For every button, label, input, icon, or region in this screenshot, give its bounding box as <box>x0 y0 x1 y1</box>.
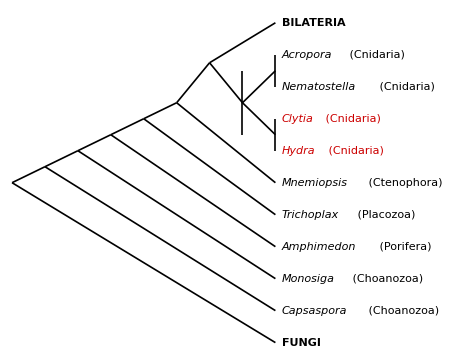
Text: BILATERIA: BILATERIA <box>282 18 346 28</box>
Text: Mnemiopsis: Mnemiopsis <box>282 178 348 188</box>
Text: Amphimedon: Amphimedon <box>282 242 356 252</box>
Text: (Cnidaria): (Cnidaria) <box>346 50 405 60</box>
Text: (Cnidaria): (Cnidaria) <box>322 114 381 124</box>
Text: (Porifera): (Porifera) <box>376 242 431 252</box>
Text: Hydra: Hydra <box>282 146 316 156</box>
Text: Clytia: Clytia <box>282 114 314 124</box>
Text: FUNGI: FUNGI <box>282 337 321 348</box>
Text: (Placozoa): (Placozoa) <box>355 210 416 220</box>
Text: Capsaspora: Capsaspora <box>282 306 347 316</box>
Text: Acropora: Acropora <box>282 50 332 60</box>
Text: Trichoplax: Trichoplax <box>282 210 339 220</box>
Text: (Cnidaria): (Cnidaria) <box>376 82 435 92</box>
Text: Nematostella: Nematostella <box>282 82 356 92</box>
Text: (Cnidaria): (Cnidaria) <box>325 146 383 156</box>
Text: Monosiga: Monosiga <box>282 274 335 284</box>
Text: (Choanozoa): (Choanozoa) <box>349 274 423 284</box>
Text: (Choanozoa): (Choanozoa) <box>365 306 439 316</box>
Text: (Ctenophora): (Ctenophora) <box>365 178 443 188</box>
